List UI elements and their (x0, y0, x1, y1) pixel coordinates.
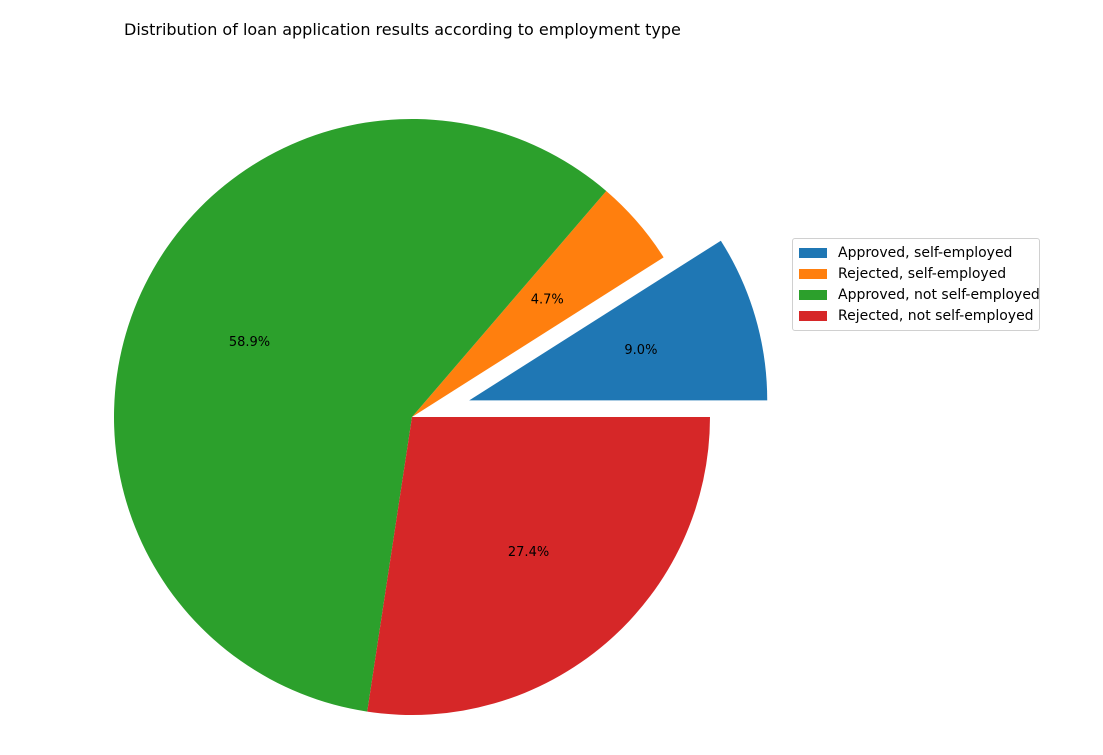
pie-slice-label: 58.9% (229, 335, 270, 350)
pie-slices (114, 119, 768, 715)
chart-title: Distribution of loan application results… (124, 20, 681, 39)
pie-slice-labels: 9.0% 4.7% 58.9% 27.4% (229, 293, 658, 561)
legend-swatch (799, 289, 827, 300)
pie-slice-label: 9.0% (624, 343, 657, 358)
legend-label: Approved, not self-employed (838, 286, 1040, 303)
pie-slice-label: 4.7% (531, 293, 564, 308)
legend-item: Approved, not self-employed (799, 284, 1040, 305)
pie-slice (469, 240, 768, 401)
legend-label: Approved, self-employed (838, 244, 1013, 261)
legend: Approved, self-employed Rejected, self-e… (792, 238, 1040, 331)
pie-slice (412, 191, 664, 417)
legend-item: Rejected, self-employed (799, 263, 1033, 284)
legend-label: Rejected, self-employed (838, 265, 1007, 282)
legend-item: Rejected, not self-employed (799, 305, 1034, 326)
pie-slice-label: 27.4% (508, 545, 549, 560)
legend-swatch (799, 247, 827, 258)
legend-item: Approved, self-employed (799, 242, 1033, 263)
pie-slice (367, 417, 710, 715)
legend-swatch (799, 310, 827, 321)
legend-label: Rejected, not self-employed (838, 307, 1034, 324)
pie-slice (114, 119, 607, 712)
legend-swatch (799, 268, 827, 279)
